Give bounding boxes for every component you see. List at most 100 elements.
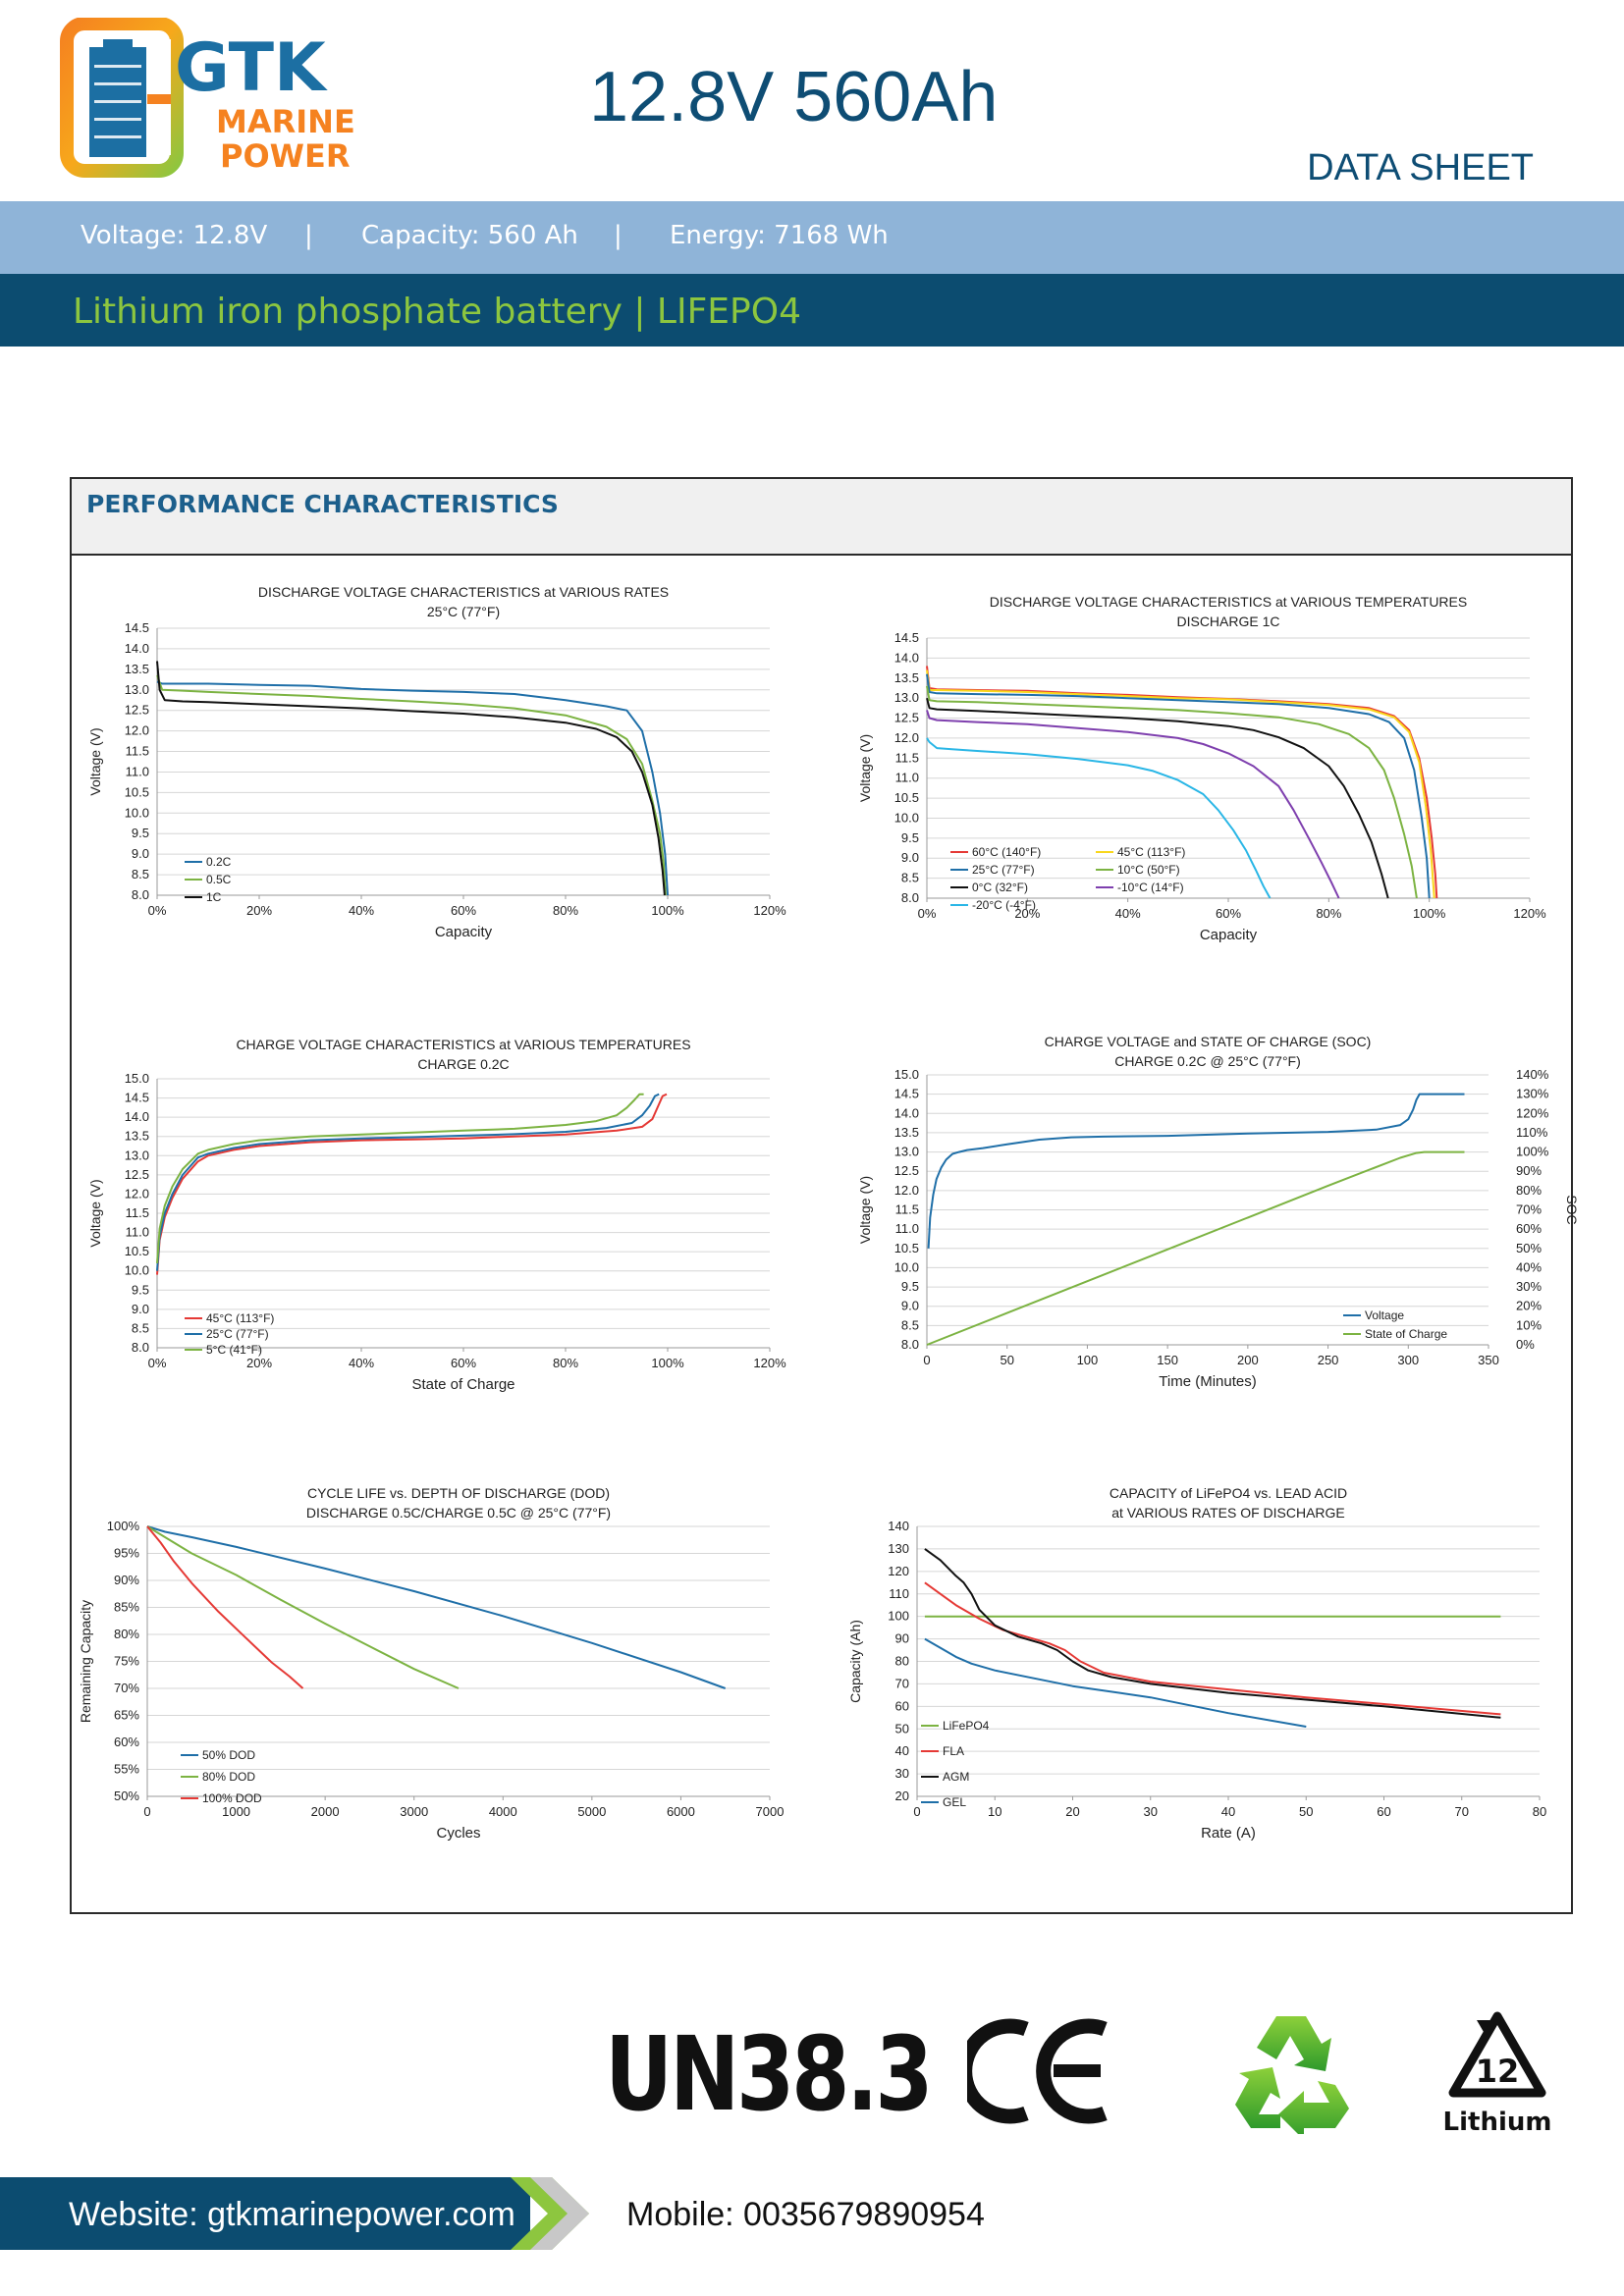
chart-subtitle: 25°C (77°F) <box>427 604 500 619</box>
logo-gtk-text: GTK <box>175 29 328 107</box>
series-line <box>156 674 667 896</box>
x-tick-label: 120% <box>753 903 786 918</box>
x-tick-label: 0% <box>918 906 937 921</box>
x-tick-label: 40% <box>1115 906 1141 921</box>
y-tick-label: 14.0 <box>894 650 919 665</box>
x-tick-label: 4000 <box>489 1804 517 1819</box>
chart-subtitle: at VARIOUS RATES OF DISCHARGE <box>1111 1505 1345 1521</box>
series-line <box>156 1093 668 1275</box>
x-tick-label: 50 <box>1299 1804 1313 1819</box>
y-tick-label: 60% <box>114 1735 139 1749</box>
y-tick-label: 60 <box>895 1698 909 1713</box>
series-line <box>926 685 1418 899</box>
y-tick-label: 90% <box>114 1573 139 1587</box>
y-tick-label: 11.5 <box>126 1205 149 1220</box>
x-tick-label: 100% <box>651 1356 684 1370</box>
x-tick-label: 0% <box>148 1356 167 1370</box>
legend-label: 45°C (113°F) <box>1117 845 1185 859</box>
y2-tick-label: 90% <box>1516 1163 1542 1178</box>
y-tick-label: 50% <box>114 1789 139 1803</box>
footer-mobile[interactable]: Mobile: 0035679890954 <box>626 2196 985 2233</box>
chart-charge-temperatures: CHARGE VOLTAGE CHARACTERISTICS at VARIOU… <box>82 1034 809 1416</box>
y-tick-label: 110 <box>889 1586 909 1601</box>
x-tick-label: 300 <box>1397 1353 1419 1367</box>
y-tick-label: 14.5 <box>125 1091 149 1105</box>
chart-svg: DISCHARGE VOLTAGE CHARACTERISTICS at VAR… <box>87 584 786 940</box>
performance-section: PERFORMANCE CHARACTERISTICS <box>70 477 1573 1914</box>
legend-label: 60°C (140°F) <box>972 845 1041 859</box>
x-tick-label: 150 <box>1157 1353 1178 1367</box>
x-tick-label: 20 <box>1065 1804 1079 1819</box>
y2-tick-label: 40% <box>1516 1259 1542 1274</box>
x-tick-label: 40% <box>349 903 374 918</box>
y-tick-label: 11.5 <box>895 1202 919 1217</box>
legend-label: 25°C (77°F) <box>206 1327 269 1341</box>
y-tick-label: 100 <box>888 1609 909 1624</box>
y2-axis-label: SOC <box>1564 1195 1580 1224</box>
y-tick-label: 13.5 <box>125 662 149 676</box>
series-line <box>927 1093 1465 1249</box>
product-subtitle: Lithium iron phosphate battery | LIFEPO4 <box>73 292 801 332</box>
legend-label: 0.5C <box>206 873 232 886</box>
chart-svg: CHARGE VOLTAGE CHARACTERISTICS at VARIOU… <box>87 1037 786 1393</box>
chart-title: CHARGE VOLTAGE CHARACTERISTICS at VARIOU… <box>236 1037 690 1052</box>
y-tick-label: 8.5 <box>132 867 149 881</box>
x-tick-label: 0% <box>148 903 167 918</box>
y2-tick-label: 100% <box>1516 1145 1549 1159</box>
y-tick-label: 14.0 <box>125 641 149 656</box>
y-tick-label: 70 <box>895 1676 909 1690</box>
x-tick-label: 0 <box>923 1353 930 1367</box>
y2-tick-label: 60% <box>1516 1221 1542 1236</box>
x-tick-label: 120% <box>753 1356 786 1370</box>
y-axis-label: Voltage (V) <box>857 1176 873 1244</box>
y-tick-label: 12.5 <box>125 703 149 718</box>
y-tick-label: 140 <box>888 1519 909 1533</box>
x-axis-label: State of Charge <box>411 1376 514 1393</box>
x-tick-label: 20% <box>1014 906 1040 921</box>
series-line <box>926 737 1272 899</box>
y-tick-label: 13.0 <box>894 690 919 705</box>
x-tick-label: 120% <box>1513 906 1546 921</box>
y-tick-label: 10.5 <box>894 1241 919 1255</box>
x-tick-label: 1000 <box>222 1804 250 1819</box>
performance-header: PERFORMANCE CHARACTERISTICS <box>72 479 1571 556</box>
y-axis-label: Voltage (V) <box>87 727 103 795</box>
y-tick-label: 80% <box>114 1627 139 1641</box>
x-tick-label: 3000 <box>400 1804 428 1819</box>
lithium-recycling-icon: 12 Lithium <box>1443 2010 1551 2143</box>
footer-website[interactable]: Website: gtkmarinepower.com <box>69 2196 515 2233</box>
series-line <box>146 1525 727 1689</box>
x-axis-label: Time (Minutes) <box>1159 1373 1256 1390</box>
series-line <box>926 697 1389 899</box>
y-axis-label: Voltage (V) <box>87 1179 103 1247</box>
y-tick-label: 14.5 <box>894 1087 919 1101</box>
chart-svg: CYCLE LIFE vs. DEPTH OF DISCHARGE (DOD) D… <box>78 1485 784 1842</box>
ce-mark-icon <box>957 2017 1114 2130</box>
y-tick-label: 13.0 <box>125 682 149 697</box>
y2-tick-label: 130% <box>1516 1087 1549 1101</box>
product-model-title: 12.8V 560Ah <box>589 58 999 136</box>
chart-title: CAPACITY of LiFePO4 vs. LEAD ACID <box>1110 1485 1347 1501</box>
y-tick-label: 9.0 <box>132 1302 149 1316</box>
x-tick-label: 5000 <box>577 1804 606 1819</box>
performance-title: PERFORMANCE CHARACTERISTICS <box>86 490 559 518</box>
y-tick-label: 11.0 <box>895 771 919 785</box>
x-axis-label: Rate (A) <box>1201 1825 1256 1842</box>
x-axis-label: Capacity <box>1200 927 1258 943</box>
x-tick-label: 0 <box>143 1804 150 1819</box>
y-tick-label: 8.0 <box>901 890 919 905</box>
y2-tick-label: 110% <box>1516 1125 1548 1140</box>
y-tick-label: 40 <box>895 1743 909 1758</box>
x-tick-label: 40 <box>1221 1804 1235 1819</box>
x-tick-label: 60% <box>451 903 476 918</box>
y-tick-label: 13.5 <box>125 1129 149 1144</box>
x-axis-label: Capacity <box>435 924 493 940</box>
spec-separator: | <box>304 221 313 250</box>
y-tick-label: 8.0 <box>901 1337 919 1352</box>
chart-charge-soc: CHARGE VOLTAGE and STATE OF CHARGE (SOC)… <box>852 1031 1580 1414</box>
brand-logo: GTK MARINE POWER <box>59 17 432 180</box>
chart-subtitle: CHARGE 0.2C <box>417 1056 509 1072</box>
y-tick-label: 14.0 <box>894 1105 919 1120</box>
x-tick-label: 20% <box>246 1356 272 1370</box>
y-tick-label: 10.5 <box>125 1244 149 1258</box>
